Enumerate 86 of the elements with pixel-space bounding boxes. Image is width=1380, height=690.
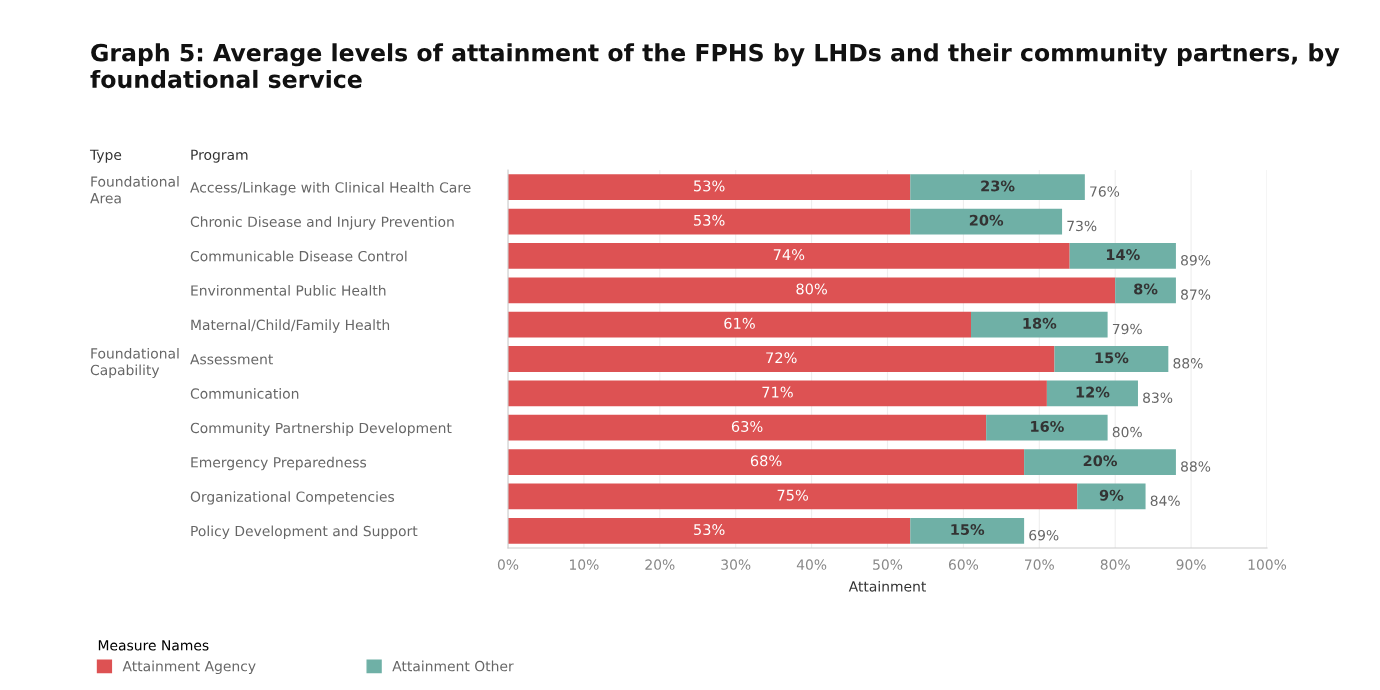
total-label: 83% [1143,392,1173,403]
y-tick-label: Organizational Competencies [190,491,395,505]
bar [910,517,1025,544]
y-tick-label: Access/Linkage with Clinical Health Care [190,181,471,196]
total-label: 87% [1181,289,1211,300]
text: Type [89,149,122,163]
y-tick-label: Chronic Disease and Injury Prevention [190,216,454,230]
y-tick-label: Assessment [190,354,273,365]
total-label: 89% [1181,254,1211,266]
bar [910,174,1085,201]
x-tick-label: 60% [948,559,979,570]
chart-title: Graph 5: Average levels of attainment of the FPHS by LHDs and their community partners, by foundational service [90,43,1340,89]
bar [508,174,911,201]
data-label: 53% [694,180,725,192]
legend-label: Attainment Other [392,660,514,672]
bar [970,311,1108,338]
data-label: 68% [750,455,782,467]
x-tick-label: 40% [796,559,827,570]
x-tick-label: 70% [1025,559,1054,570]
bar [508,311,971,338]
y-tick-label: Communicable Disease Control [190,250,407,262]
y-tick-label: Environmental Public Health [191,285,386,296]
data-label: 71% [762,386,793,398]
bar [508,380,1047,407]
bar [1115,277,1176,304]
bar [508,414,987,441]
bar [508,208,911,235]
data-label: 61% [724,317,755,329]
total-label: 84% [1150,495,1180,507]
y-tick-label: Policy Development and Support [191,525,418,539]
x-tick-label: 80% [1100,559,1130,570]
legend-label: Attainment Agency [122,660,256,675]
bar [1046,380,1138,407]
data-label: 12% [1076,386,1110,398]
y-tick-label: Maternal/Child/Family Health [191,319,390,333]
total-label: 73% [1067,220,1097,232]
data-label: 20% [969,214,1004,226]
bar [1069,243,1176,269]
data-label: 75% [777,489,809,501]
data-label: 63% [731,420,763,432]
data-label: 53% [694,524,725,536]
legend-title: Measure Names [98,640,209,651]
y-tick-label: Community Partnership Development [190,422,452,436]
total-label: 76% [1090,186,1120,197]
x-tick-label: 0% [497,559,519,570]
bar [910,208,1063,235]
total-label: 88% [1181,461,1211,472]
y-tick-label: Communication [190,388,299,399]
bar [508,243,1070,269]
bar [508,277,1116,304]
text: Foundational Area [90,176,179,204]
text: Program [191,149,248,163]
data-label: 14% [1106,249,1140,261]
bar [1024,449,1176,475]
x-axis-title: Attainment [848,580,926,592]
text: Foundational Capability [90,347,179,378]
total-label: 80% [1112,426,1142,438]
bar [1054,346,1169,372]
data-label: 8% [1134,283,1158,295]
bar [986,414,1108,441]
data-label: 15% [1095,352,1129,364]
bar [508,517,911,544]
total-label: 79% [1112,323,1142,335]
x-tick-label: 20% [645,559,675,570]
data-label: 53% [694,214,725,226]
x-tick-label: 10% [569,559,599,570]
total-label: 69% [1029,529,1059,541]
x-tick-label: 100% [1248,559,1287,570]
x-tick-label: 90% [1176,559,1206,570]
x-tick-label: 50% [873,559,903,570]
data-label: 9% [1099,489,1124,501]
data-label: 16% [1031,420,1064,432]
total-label: 88% [1173,358,1203,369]
bar [508,449,1025,475]
data-label: 23% [981,180,1015,192]
y-tick-label: Emergency Preparedness [191,456,367,471]
data-label: 72% [766,352,797,364]
data-label: 18% [1023,317,1057,329]
bar [508,483,1078,510]
data-label: 20% [1083,455,1118,467]
data-label: 74% [773,249,805,261]
bar [508,346,1055,372]
x-tick-label: 30% [721,559,751,570]
data-label: 80% [796,283,827,295]
bar [1077,483,1146,510]
data-label: 15% [951,524,985,536]
